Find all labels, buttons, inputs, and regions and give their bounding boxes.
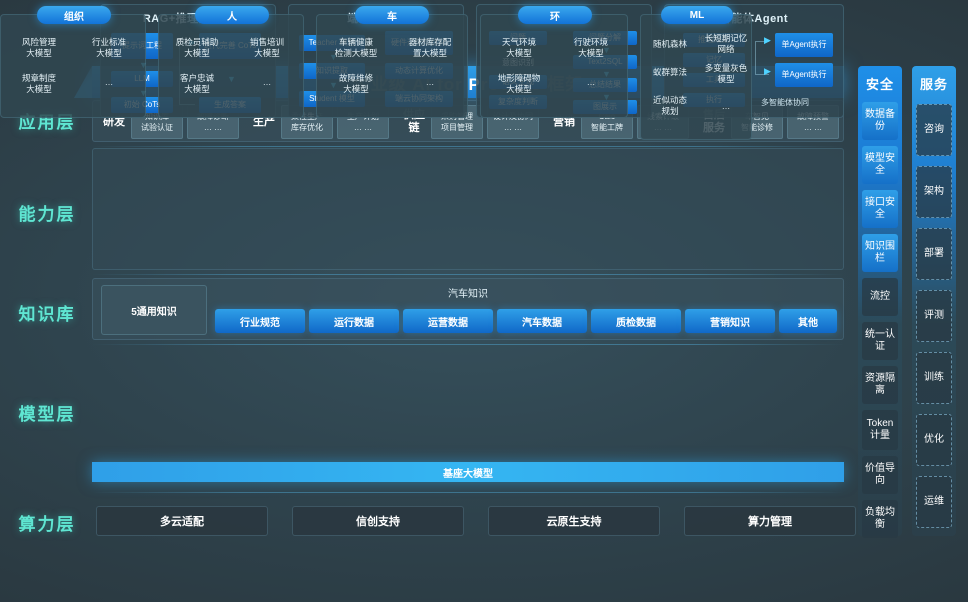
layer-label-knowledge: 知识库 (18, 305, 76, 324)
model-item: 车辆健康 检测大模型 (334, 37, 378, 58)
app-cell-line2: 试验认证 (141, 123, 173, 132)
app-group-name: 生产 (253, 115, 275, 128)
model-item-more: … (721, 101, 731, 111)
app-cell-line2: … … (803, 123, 823, 132)
knowledge-pill-qc-data[interactable]: 质检数据 (591, 309, 681, 333)
service-item-architecture[interactable]: 架构 (916, 166, 952, 218)
model-item: 质检员辅助 大模型 (175, 37, 219, 58)
compute-item-multicloud[interactable]: 多云适配 (96, 506, 268, 536)
security-item-unified-auth[interactable]: 统一认证 (862, 322, 898, 360)
model-item: 地形障碍物 大模型 (497, 73, 541, 94)
model-item: 器材库存配 置大模型 (408, 37, 452, 58)
model-item: 长短期记忆 网络 (704, 33, 748, 54)
compute-item-xinchuang[interactable]: 信创支持 (292, 506, 464, 536)
note-multi-agent-collab: 多智能体协同 (761, 98, 809, 107)
knowledge-pill-industry-standards[interactable]: 行业规范 (215, 309, 305, 333)
divider (92, 344, 844, 345)
model-item: 故障维修 大模型 (338, 73, 373, 94)
app-cell-line2: … … (353, 123, 373, 132)
model-item-more: … (425, 77, 435, 87)
model-item: 行驶环境 大模型 (573, 37, 608, 58)
security-item-value-orientation[interactable]: 价值导向 (862, 456, 898, 494)
security-item-resource-isolation[interactable]: 资源隔离 (862, 366, 898, 404)
model-item: 随机森林 (652, 39, 687, 49)
model-group-vehicle[interactable]: 车 车辆健康 检测大模型 器材库存配 置大模型 故障维修 大模型 … (316, 6, 468, 118)
layer-label-model: 模型层 (18, 405, 76, 424)
service-rail: 服务 咨询 架构 部署 评测 训练 优化 运维 (912, 66, 956, 536)
security-item-data-backup[interactable]: 数据备份 (862, 102, 898, 140)
app-cell-line2: 项目管理 (441, 123, 473, 132)
security-item-token-metering[interactable]: Token计量 (862, 410, 898, 450)
knowledge-general[interactable]: 5通用知识 (101, 285, 207, 335)
model-item: 销售培训 大模型 (249, 37, 284, 58)
service-item-evaluation[interactable]: 评测 (916, 290, 952, 342)
security-rail: 安全 数据备份 模型安全 接口安全 知识围栏 流控 统一认证 资源隔离 Toke… (858, 66, 902, 538)
service-item-operations[interactable]: 运维 (916, 476, 952, 528)
divider (92, 146, 844, 147)
layer-label-compute: 算力层 (18, 515, 76, 534)
node-single-agent-exec-2[interactable]: 单Agent执行 (775, 63, 833, 87)
model-item-more: … (262, 77, 272, 87)
model-item: 近似动态 规划 (652, 95, 687, 116)
app-cell-line2: … … (503, 123, 523, 132)
model-group-tag: 车 (355, 6, 429, 24)
app-cell-line2: 智能工牌 (591, 123, 623, 132)
layer-label-capability: 能力层 (18, 205, 76, 224)
app-cell-line2: 智能诊修 (741, 123, 773, 132)
service-item-deployment[interactable]: 部署 (916, 228, 952, 280)
base-model-bar[interactable]: 基座大模型 (92, 462, 844, 482)
divider (92, 492, 844, 493)
knowledge-pill-marketing-knowledge[interactable]: 营销知识 (685, 309, 775, 333)
knowledge-pill-operations-data[interactable]: 运营数据 (403, 309, 493, 333)
service-item-consulting[interactable]: 咨询 (916, 104, 952, 156)
model-item: 规章制度 大模型 (21, 73, 56, 94)
knowledge-pill-operating-data[interactable]: 运行数据 (309, 309, 399, 333)
model-item-more: … (586, 77, 596, 87)
node-single-agent-exec-1[interactable]: 单Agent执行 (775, 33, 833, 57)
model-item: 客户忠诚 大模型 (179, 73, 214, 94)
service-item-optimization[interactable]: 优化 (916, 414, 952, 466)
model-group-people[interactable]: 人 质检员辅助 大模型 销售培训 大模型 客户忠诚 大模型 … (158, 6, 304, 118)
app-group-name: 研发 (103, 115, 125, 128)
knowledge-pill-other[interactable]: 其他 (779, 309, 837, 333)
security-item-knowledge-fence[interactable]: 知识围栏 (862, 234, 898, 272)
model-group-ml[interactable]: ML 随机森林 长短期记忆 网络 蚁群算法 多变量灰色 模型 近似动态 规划 … (640, 6, 752, 140)
service-item-training[interactable]: 训练 (916, 352, 952, 404)
model-group-tag: 环 (518, 6, 592, 24)
app-cell-line2: … … (203, 123, 223, 132)
model-item: 蚁群算法 (652, 67, 687, 77)
compute-item-cloudnative[interactable]: 云原生支持 (488, 506, 660, 536)
security-item-flow-control[interactable]: 流控 (862, 278, 898, 316)
model-group-tag: ML (661, 6, 733, 24)
model-item: 天气环境 大模型 (501, 37, 536, 58)
model-group-tag: 人 (195, 6, 269, 24)
model-layer-band: 组织 风险管理 大模型 行业标准 大模型 规章制度 大模型 … 人 质检员辅助 大模型 … (0, 0, 752, 140)
app-cell-line2: 库存优化 (291, 123, 323, 132)
capability-layer-band (92, 148, 844, 270)
model-item: 风险管理 大模型 (21, 37, 56, 58)
model-item: 多变量灰色 模型 (704, 63, 748, 84)
knowledge-layer-band: 5通用知识 汽车知识 行业规范 运行数据 运营数据 汽车数据 质检数据 营销知识… (92, 278, 844, 340)
model-item-more: … (104, 77, 114, 87)
model-group-environment[interactable]: 环 天气环境 大模型 行驶环境 大模型 地形障碍物 大模型 … (480, 6, 628, 118)
compute-item-compute-mgmt[interactable]: 算力管理 (684, 506, 856, 536)
knowledge-group-title: 汽车知识 (448, 289, 488, 300)
knowledge-pill-vehicle-data[interactable]: 汽车数据 (497, 309, 587, 333)
security-item-load-balancing[interactable]: 负载均衡 (862, 500, 898, 538)
model-group-tag: 组织 (37, 6, 111, 24)
service-rail-header: 服务 (919, 76, 948, 92)
app-group-name: 营销 (553, 115, 575, 128)
model-item: 行业标准 大模型 (91, 37, 126, 58)
security-item-api-security[interactable]: 接口安全 (862, 190, 898, 228)
divider (92, 274, 844, 275)
model-group-organization[interactable]: 组织 风险管理 大模型 行业标准 大模型 规章制度 大模型 … (0, 6, 146, 118)
security-rail-header: 安全 (865, 76, 894, 92)
security-item-model-security[interactable]: 模型安全 (862, 146, 898, 184)
